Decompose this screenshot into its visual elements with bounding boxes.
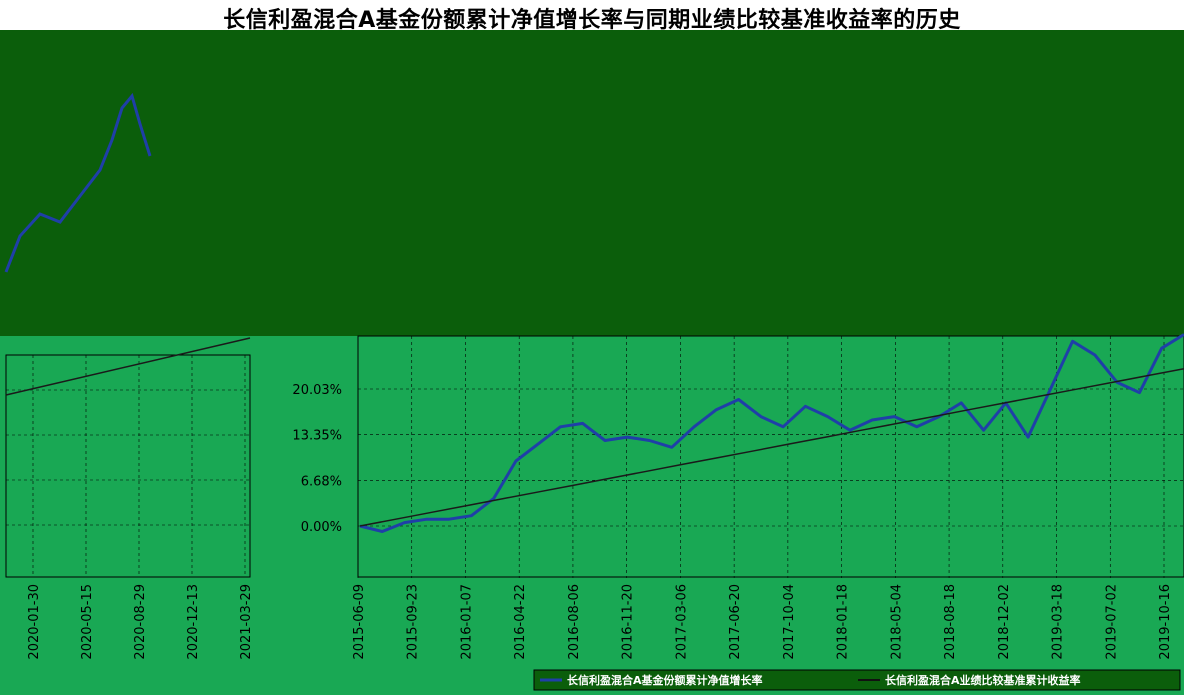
x-tick-label: 2018-01-18 <box>836 584 851 660</box>
left-fund-line <box>4 92 152 273</box>
grid-left <box>6 355 250 577</box>
y-tick-label: 0.00% <box>301 520 342 535</box>
series-fund-line <box>359 333 1184 533</box>
x-axis-ticks: 2015-06-09 2015-09-23 2016-01-07 2016-04-22… <box>352 584 1173 660</box>
y-tick-label: 6.68% <box>301 474 342 489</box>
left-x-tick-label: 2020-01-30 <box>27 584 42 660</box>
left-benchmark-line <box>5 337 251 396</box>
legend-label-fund: 长信利盈混合A基金份额累计净值增长率 <box>567 673 763 687</box>
x-tick-label: 2015-09-23 <box>406 584 421 660</box>
left-x-tick-label: 2020-05-15 <box>80 584 95 660</box>
left-x-axis-ticks: 2020-01-30 2020-05-15 2020-08-29 2020-12-13… <box>27 584 254 660</box>
dark-overlay-block <box>0 30 1184 336</box>
x-tick-label: 2016-04-22 <box>513 584 528 660</box>
left-x-tick-label: 2020-08-29 <box>133 584 148 660</box>
x-tick-label: 2019-10-16 <box>1158 584 1173 660</box>
x-tick-label: 2018-05-04 <box>889 584 904 660</box>
x-tick-label: 2016-01-07 <box>459 584 474 660</box>
left-plot-panel <box>5 354 251 578</box>
x-tick-label: 2018-08-18 <box>943 584 958 660</box>
x-tick-label: 2016-08-06 <box>567 584 582 660</box>
legend-label-benchmark: 长信利盈混合A业绩比较基准累计收益率 <box>885 673 1081 687</box>
x-tick-label: 2019-07-02 <box>1104 584 1119 660</box>
left-x-tick-label: 2021-03-29 <box>239 584 254 660</box>
legend-box <box>533 669 1181 691</box>
x-tick-label: 2019-03-18 <box>1051 584 1066 660</box>
legend: 长信利盈混合A基金份额累计净值增长率 长信利盈混合A业绩比较基准累计收益率 <box>533 669 1181 691</box>
series-layer <box>4 92 1184 533</box>
x-tick-label: 2015-06-09 <box>352 584 367 660</box>
x-tick-label: 2016-11-20 <box>621 584 636 660</box>
y-axis-ticks: 0.00% 6.68% 13.35% 20.03% <box>292 383 342 535</box>
x-tick-label: 2018-12-02 <box>997 584 1012 660</box>
y-tick-label: 20.03% <box>292 383 342 398</box>
series-benchmark-line <box>359 367 1184 527</box>
y-tick-label: 13.35% <box>292 429 342 444</box>
x-tick-label: 2017-10-04 <box>782 584 797 660</box>
x-tick-label: 2017-06-20 <box>728 584 743 660</box>
left-x-tick-label: 2020-12-13 <box>186 584 201 660</box>
x-tick-label: 2017-03-06 <box>674 584 689 660</box>
chart-title: 长信利盈混合A基金份额累计净值增长率与同期业绩比较基准收益率的历史 <box>223 8 961 33</box>
